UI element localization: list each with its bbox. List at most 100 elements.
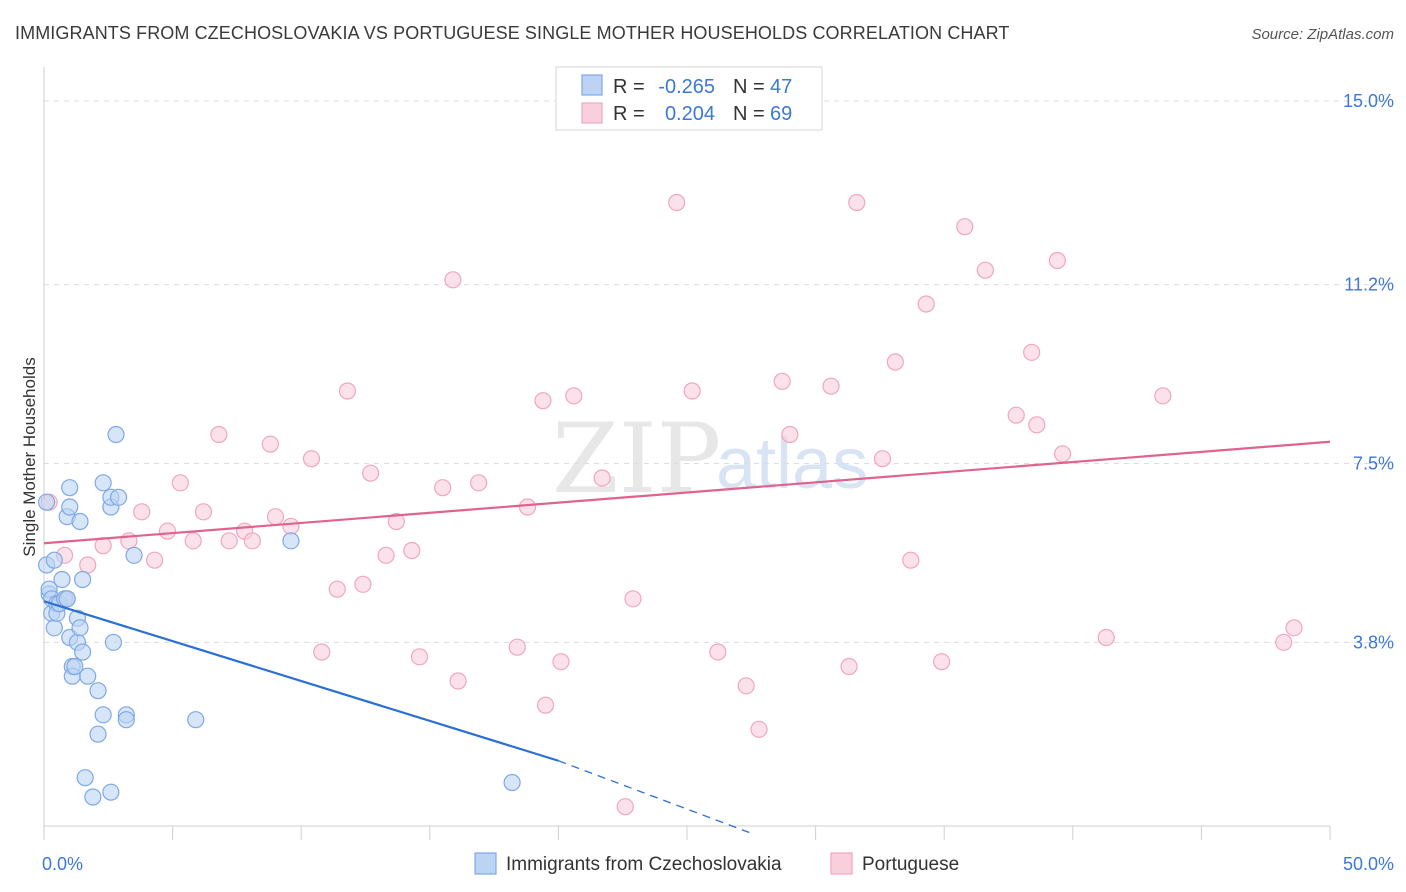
bottom-legend-label-czechoslovakia: Immigrants from Czechoslovakia: [506, 854, 782, 875]
czechoslovakia-point-15: [58, 590, 76, 608]
czechoslovakia-point-28: [76, 769, 94, 787]
czechoslovakia-point-30: [84, 788, 102, 806]
portuguese-point-20: [328, 580, 346, 598]
portuguese-point-29: [444, 271, 462, 289]
portuguese-point-36: [552, 653, 570, 671]
legend-box: R = -0.265 N = 47 R = 0.204 N = 69: [555, 66, 823, 131]
portuguese-point-64: [1154, 387, 1172, 405]
portuguese-point-50: [848, 193, 866, 212]
y-tick-labels: 3.8% 7.5% 11.2% 15.0%: [1343, 91, 1394, 652]
portuguese-point-24: [377, 546, 395, 564]
czechoslovakia-point-31: [89, 682, 107, 700]
bottom-legend: Immigrants from Czechoslovakia Portugues…: [474, 852, 959, 875]
watermark: ZIP atlas: [552, 403, 868, 515]
portuguese-point-46: [773, 372, 791, 390]
portuguese-point-16: [266, 508, 285, 526]
portuguese-point-26: [403, 541, 421, 560]
portuguese-point-35: [536, 696, 555, 714]
x-tick-label-1: 50.0%: [1343, 854, 1394, 874]
y-tick-label-2: 11.2%: [1344, 275, 1394, 295]
czechoslovakia-point-32: [89, 725, 107, 743]
portuguese-point-37: [565, 387, 583, 405]
portuguese-point-17: [282, 517, 300, 535]
legend-swatch-czechoslovakia: [581, 74, 603, 96]
portuguese-point-61: [1048, 251, 1066, 270]
czechoslovakia-point-21: [66, 657, 84, 676]
portuguese-point-2: [79, 556, 97, 574]
x-tick-label-0: 0.0%: [42, 854, 83, 874]
portuguese-point-56: [956, 218, 974, 236]
czechoslovakia-point-17: [61, 498, 79, 516]
portuguese-point-49: [840, 657, 858, 676]
czechoslovakia-point-29: [79, 667, 97, 685]
portuguese-point-11: [210, 425, 228, 444]
portuguese-point-12: [220, 532, 238, 550]
portuguese-point-7: [158, 522, 177, 540]
portuguese-point-8: [171, 474, 189, 492]
legend-n-label-2: N =: [733, 103, 765, 125]
czechoslovakia-point-37: [102, 783, 120, 801]
czechoslovakia-point-24: [71, 512, 89, 531]
czechoslovakia-point-27: [73, 570, 92, 589]
legend-n-value-1: 47: [770, 76, 792, 98]
portuguese-point-45: [750, 720, 768, 738]
y-tick-label-3: 15.0%: [1343, 91, 1394, 111]
portuguese-point-5: [133, 503, 151, 521]
portuguese-point-66: [1285, 619, 1303, 637]
series-czechoslovakia-points: [37, 425, 521, 806]
czechoslovakia-point-40: [109, 488, 128, 506]
chart-source: Source: ZipAtlas.com: [1251, 26, 1394, 43]
portuguese-point-18: [302, 450, 321, 468]
portuguese-point-39: [616, 798, 634, 816]
portuguese-point-19: [313, 643, 331, 661]
portuguese-point-28: [434, 479, 452, 497]
legend-swatch-portuguese: [581, 102, 603, 124]
portuguese-point-48: [822, 377, 840, 395]
portuguese-point-10: [194, 503, 213, 521]
portuguese-point-32: [508, 638, 526, 656]
portuguese-point-40: [624, 590, 642, 608]
portuguese-point-53: [902, 551, 920, 569]
czechoslovakia-point-38: [104, 633, 123, 651]
portuguese-trend-line: [43, 440, 1331, 545]
portuguese-point-59: [1023, 343, 1041, 361]
czechoslovakia-point-33: [94, 474, 112, 492]
axes: [43, 67, 1331, 840]
czechoslovakia-point-42: [117, 711, 135, 729]
y-axis-label: Single Mother Households: [20, 357, 39, 556]
czechoslovakia-point-46: [503, 773, 521, 792]
portuguese-point-22: [354, 575, 372, 593]
czechoslovakia-trend-line: [43, 600, 559, 762]
portuguese-point-51: [873, 450, 892, 468]
czechoslovakia-point-43: [125, 546, 143, 564]
portuguese-point-41: [668, 193, 686, 212]
legend-r-label-2: R =: [613, 103, 645, 125]
watermark-zip: ZIP: [552, 403, 721, 515]
czechoslovakia-point-39: [107, 425, 125, 444]
y-tick-label-1: 7.5%: [1353, 454, 1394, 474]
portuguese-point-30: [449, 672, 467, 690]
portuguese-point-38: [593, 469, 611, 487]
portuguese-point-55: [933, 653, 951, 671]
czechoslovakia-point-44: [187, 711, 205, 729]
legend-r-value-1: -0.265: [658, 76, 715, 98]
portuguese-point-27: [410, 648, 429, 666]
czechoslovakia-point-16: [61, 479, 79, 497]
portuguese-point-44: [737, 677, 755, 695]
portuguese-point-58: [1007, 406, 1025, 424]
legend-r-value-2: 0.204: [665, 103, 715, 125]
bottom-legend-swatch-czechoslovakia: [474, 852, 497, 875]
czechoslovakia-point-45: [282, 532, 300, 550]
legend-n-value-2: 69: [770, 103, 792, 125]
portuguese-point-6: [145, 551, 164, 569]
portuguese-point-42: [683, 382, 701, 400]
czechoslovakia-point-11: [53, 570, 71, 589]
bottom-legend-swatch-portuguese: [830, 852, 853, 875]
chart-title: IMMIGRANTS FROM CZECHOSLOVAKIA VS PORTUG…: [15, 23, 1010, 43]
czechoslovakia-point-7: [45, 551, 63, 569]
x-tick-labels: 0.0% 50.0%: [42, 854, 1394, 874]
portuguese-point-63: [1097, 628, 1115, 647]
portuguese-point-52: [886, 353, 904, 371]
legend-n-label-1: N =: [733, 76, 765, 98]
